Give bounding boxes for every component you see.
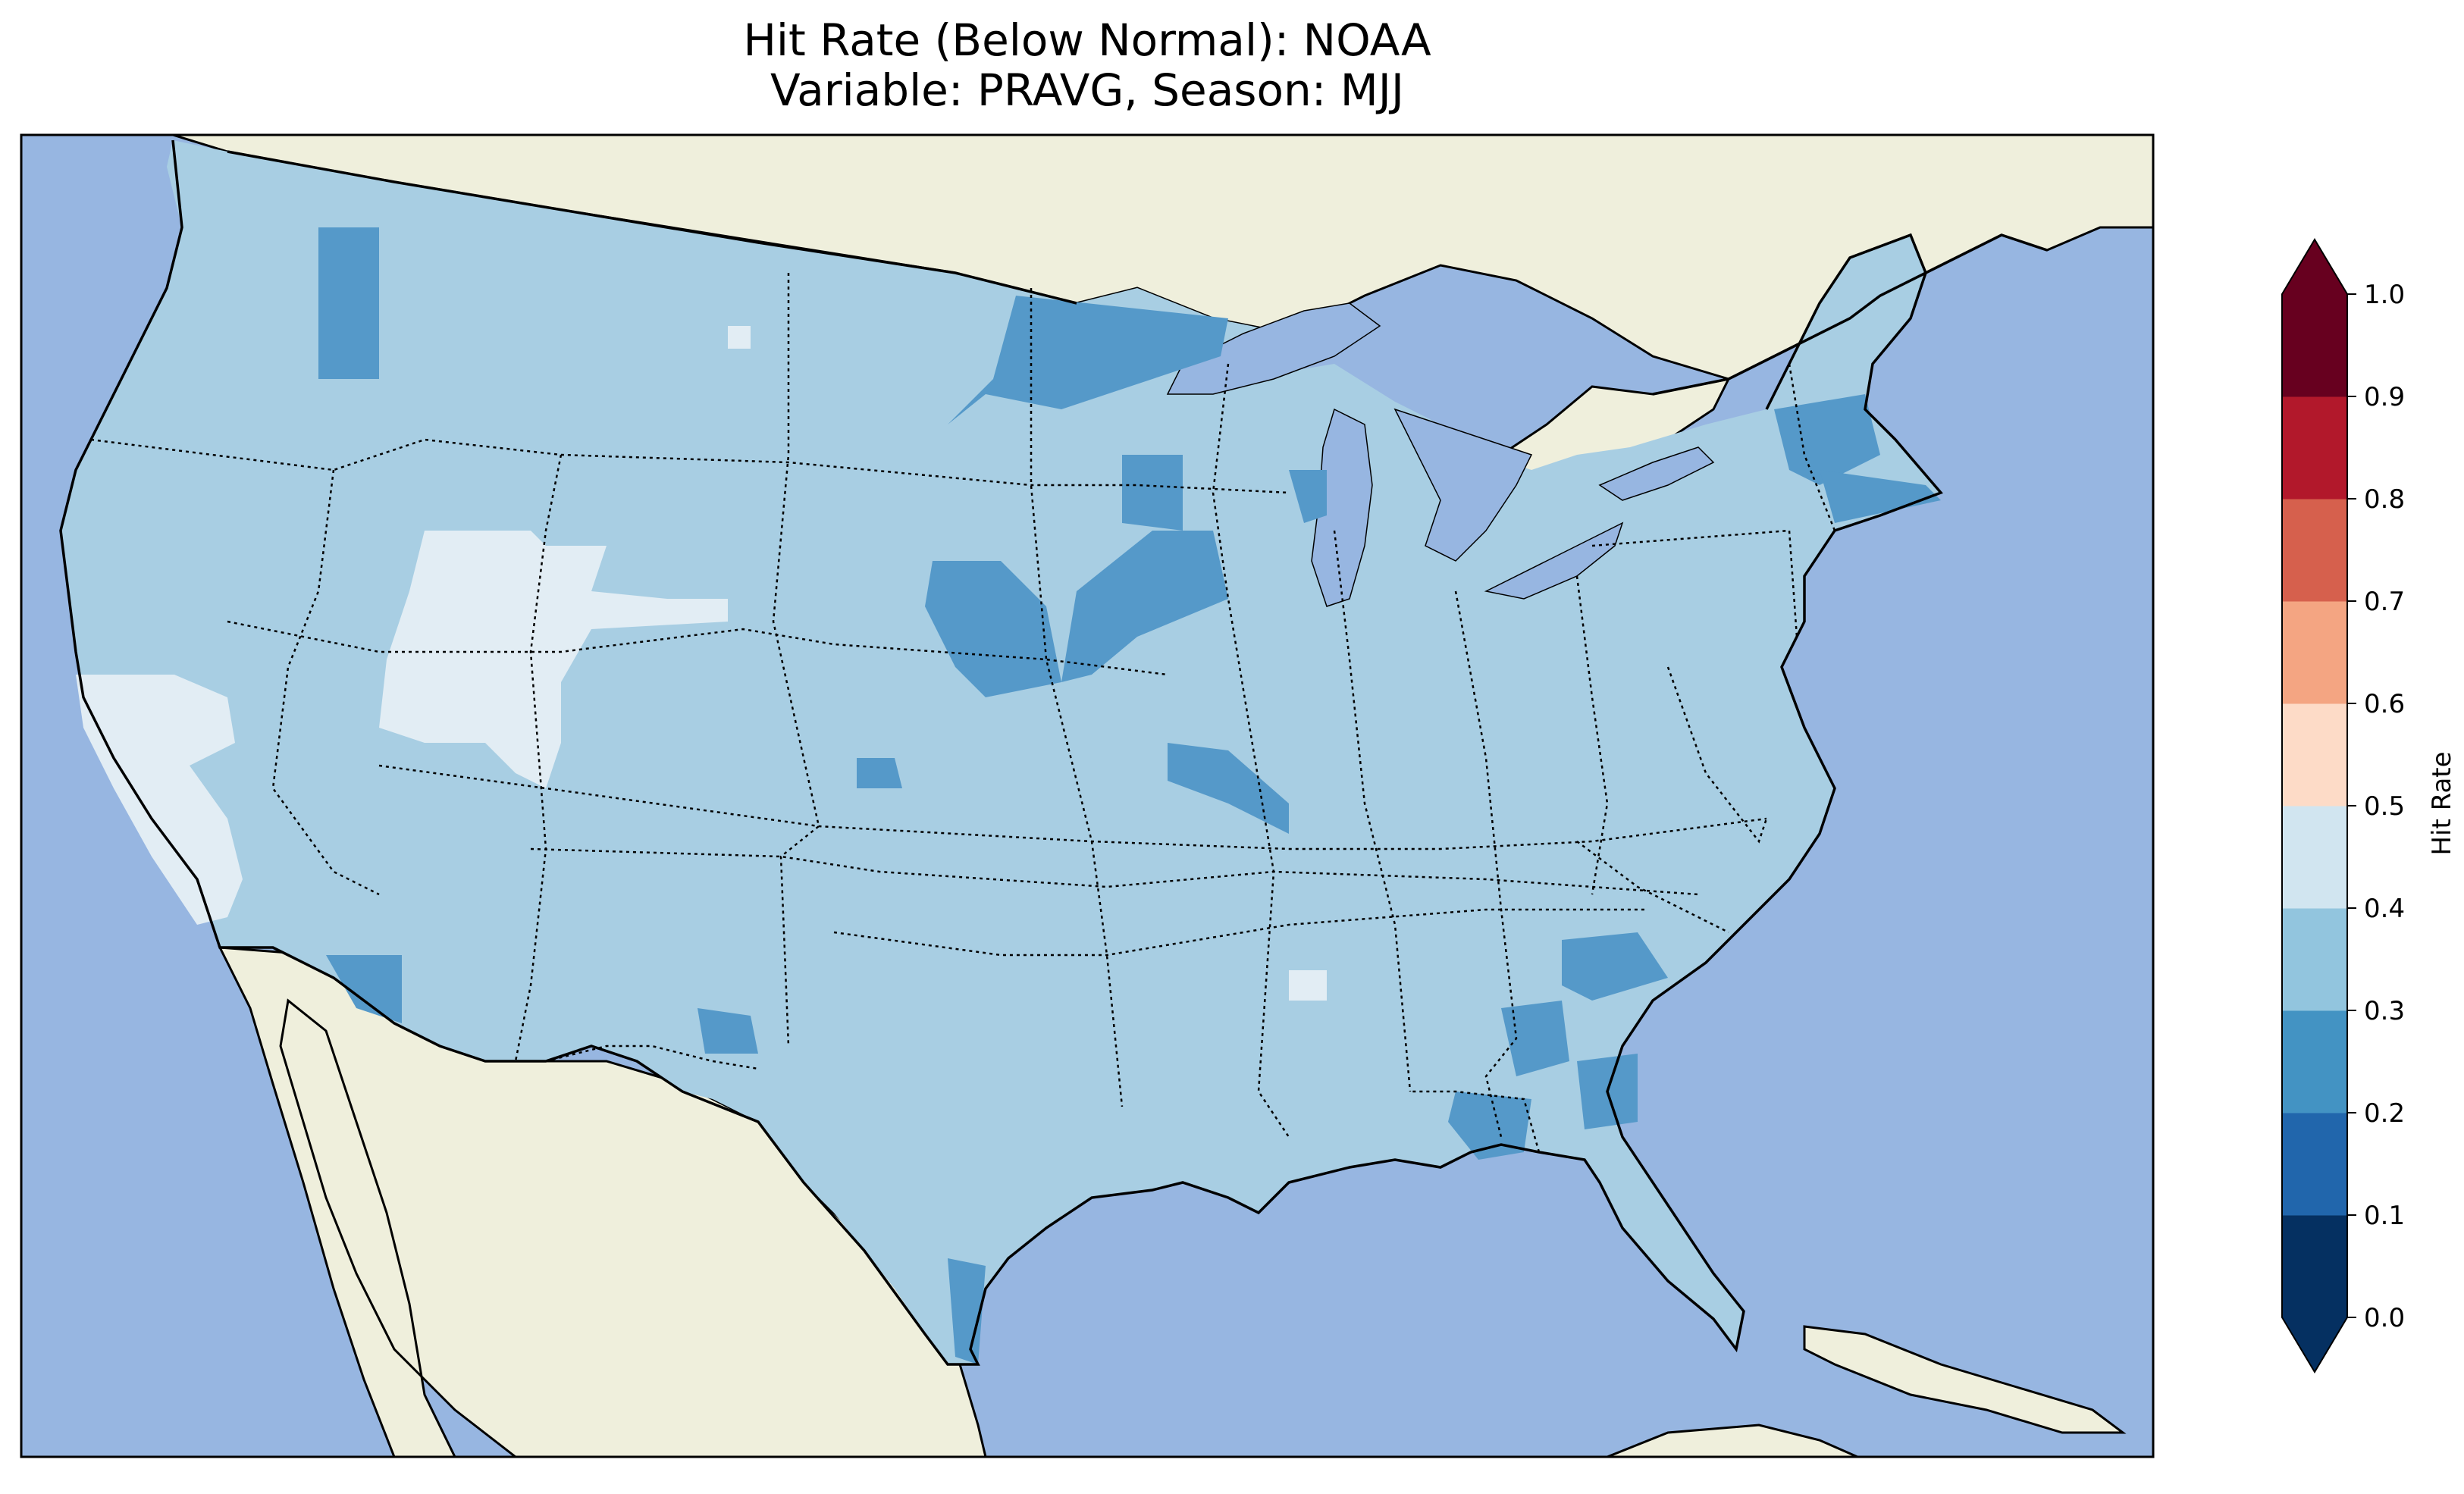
colorbar-tick-label: 0.5	[2364, 791, 2405, 822]
colorbar-tick-label: 0.3	[2364, 996, 2405, 1026]
colorbar-extend-min	[2282, 1317, 2347, 1372]
colorbar-segment	[2282, 703, 2347, 807]
state-borders	[90, 273, 1836, 1153]
colorbar-segment	[2282, 396, 2347, 500]
map-frame	[20, 133, 2155, 1458]
colorbar-extend-max	[2282, 240, 2347, 294]
colorbar-tick-label: 0.2	[2364, 1098, 2405, 1129]
hit-rate-0.2-0.3-regions	[318, 227, 1941, 1364]
us-coastline	[59, 139, 1943, 1366]
colorbar-segment	[2282, 1215, 2347, 1318]
title-line-1: Hit Rate (Below Normal): NOAA	[743, 14, 1431, 66]
colorbar-tick-label: 1.0	[2364, 280, 2405, 310]
colorbar-segment	[2282, 1113, 2347, 1216]
colorbar-segment	[2282, 1010, 2347, 1113]
canada-east-coast	[1652, 233, 2048, 396]
colorbar-segment	[2282, 294, 2347, 397]
title-line-2: Variable: PRAVG, Season: MJJ	[770, 64, 1404, 116]
colorbar-tick-label: 0.7	[2364, 587, 2405, 617]
us-canada-border	[227, 150, 1077, 305]
colorbar-label: Hit Rate	[2427, 751, 2457, 855]
colorbar-tick-label: 0.8	[2364, 484, 2405, 515]
colorbar-tick-label: 0.4	[2364, 894, 2405, 924]
colorbar-tick-label: 0.9	[2364, 382, 2405, 412]
mexico-landmass	[218, 946, 987, 1457]
map-frame-content	[21, 135, 2153, 1457]
colorbar-segment	[2282, 806, 2347, 909]
colorbar-tick-label: 0.0	[2364, 1303, 2405, 1333]
colorbar-segment	[2282, 499, 2347, 602]
caribbean-landmass	[1607, 1424, 1858, 1457]
colorbar-tick-label: 0.1	[2364, 1201, 2405, 1231]
colorbar-segment	[2282, 908, 2347, 1011]
colorbar: 0.0 0.1 0.2 0.3 0.4 0.5 0.6 0.7 0.8 0.9 1.0	[2281, 238, 2405, 1373]
cuba-landmass	[1803, 1325, 2127, 1434]
colorbar-segment	[2282, 601, 2347, 704]
hit-rate-0.4-0.5-regions	[76, 326, 1327, 1001]
map-title: Hit Rate (Below Normal): NOAA Variable: …	[21, 15, 2153, 115]
colorbar-tick-label: 0.6	[2364, 689, 2405, 719]
